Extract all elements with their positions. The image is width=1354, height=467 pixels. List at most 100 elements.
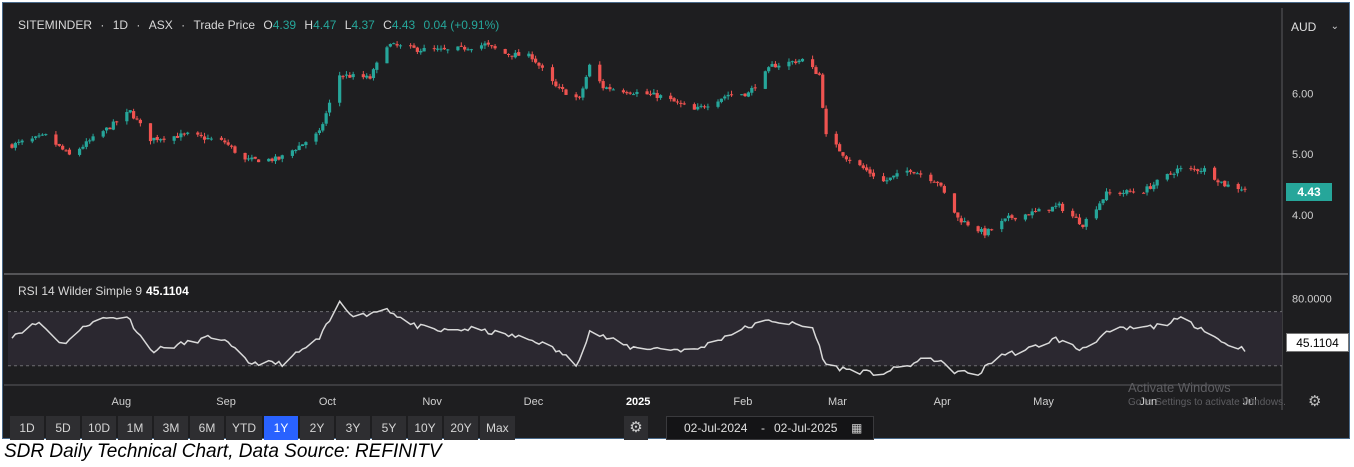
candle-body [530,54,534,60]
candle-body [726,94,730,97]
candle-body [655,93,659,98]
candle-body [1199,171,1203,173]
candle-body [699,105,703,107]
candle-body [1155,179,1159,186]
calendar-icon[interactable]: ▦ [851,421,863,435]
candle-body [1084,218,1088,227]
candle-body [1000,220,1004,230]
rsi-label: RSI 14 Wilder Simple 9 [18,284,143,298]
candle-body [246,158,251,160]
candle-body [1131,191,1136,193]
candle-body [956,212,960,218]
candle-body [588,64,592,77]
candle-body [858,160,862,166]
candle-body [44,134,48,136]
candle-body [1179,168,1183,170]
candle-body [912,172,916,174]
candle-body [132,111,136,119]
candle-body [77,148,82,155]
candle-body [1098,203,1102,210]
candle-body [1030,211,1034,216]
candle-body [838,144,842,152]
candle-body [456,46,460,51]
timeframe-button-3y[interactable]: 3Y [336,416,371,440]
candle-body [368,76,372,79]
timeframe-button-10y[interactable]: 10Y [408,416,443,440]
timeframe-button-6m[interactable]: 6M [190,416,225,440]
candle-body [1165,173,1169,180]
candle-body [270,158,274,161]
candle-body [385,47,389,64]
timeframe-button-5d[interactable]: 5D [46,416,80,440]
candle-body [794,61,798,64]
candle-body [1054,205,1058,207]
candle-body [821,74,825,108]
candle-body [104,127,109,131]
high-label: H [304,18,314,32]
date-separator: - [761,421,765,435]
candle-body [767,67,771,72]
timeframe-button-1m[interactable]: 1M [118,416,153,440]
exchange-label: ASX [148,18,173,32]
candle-body [959,218,963,223]
timeframe-button-2y[interactable]: 2Y [300,416,335,440]
candle-body [986,228,990,236]
candle-body [300,144,305,147]
gear-icon[interactable]: ⚙ [624,416,648,440]
candle-body [908,170,913,172]
candle-body [723,96,727,99]
candle-body [753,87,757,89]
candle-body [101,131,105,137]
candle-body [881,176,886,182]
candle-body [91,136,95,141]
x-tick-label: Apr [934,396,951,408]
candle-body [34,136,38,138]
candle-body [976,226,980,232]
candle-body [486,42,490,45]
date-range-picker[interactable]: 02-Jul-2024 - 02-Jul-2025 ▦ [666,416,874,440]
candle-body [290,150,294,156]
timeframe-button-10d[interactable]: 10D [82,416,117,440]
chart-settings-icon[interactable]: ⚙ [1308,393,1322,410]
candle-body [645,91,649,95]
candle-body [229,145,234,147]
candle-body [327,102,332,113]
timeframe-button-20y[interactable]: 20Y [444,416,479,440]
candle-body [155,137,159,140]
timeframe-button-1y[interactable]: 1Y [264,416,299,440]
candle-body [1108,192,1112,194]
candle-body [729,94,734,96]
currency-label: AUD [1291,20,1317,34]
low-label: L [344,18,352,32]
x-tick-label: Nov [422,396,442,408]
x-tick-label: Jul [1243,396,1257,408]
candle-body [787,61,791,67]
timeframe-button-max[interactable]: Max [480,416,515,440]
date-from: 02-Jul-2024 [684,421,748,435]
timeframe-button-3m[interactable]: 3M [154,416,189,440]
timeframe-button-ytd[interactable]: YTD [226,416,263,440]
candle-body [253,156,257,159]
rsi-value-tag: 45.1104 [1286,333,1349,352]
timeframe-button-1d[interactable]: 1D [10,416,44,440]
x-tick-label: Feb [733,396,752,408]
currency-select[interactable]: AUD ⌄ [1287,16,1343,38]
candle-body [527,53,531,57]
candle-body [692,104,696,110]
candle-body [1003,218,1007,221]
candle-body [199,134,203,137]
candle-body [202,136,207,140]
candle-body [111,121,115,130]
candle-body [1148,186,1153,189]
candle-body [67,149,72,155]
timeframe-button-5y[interactable]: 5Y [372,416,407,440]
timeframe-bar: 1D 5D 10D 1M 3M 6M YTD 1Y 2Y 3Y 5Y 10Y 20Y Max [10,416,515,440]
x-tick-label: Dec [524,396,544,408]
candle-body [1216,180,1220,183]
activation-watermark-text: Go to Settings to activate Windows. [1128,397,1286,408]
low-value: 4.37 [351,18,375,32]
candle-body [932,181,936,183]
candle-body [506,54,511,56]
candle-body [81,146,85,149]
